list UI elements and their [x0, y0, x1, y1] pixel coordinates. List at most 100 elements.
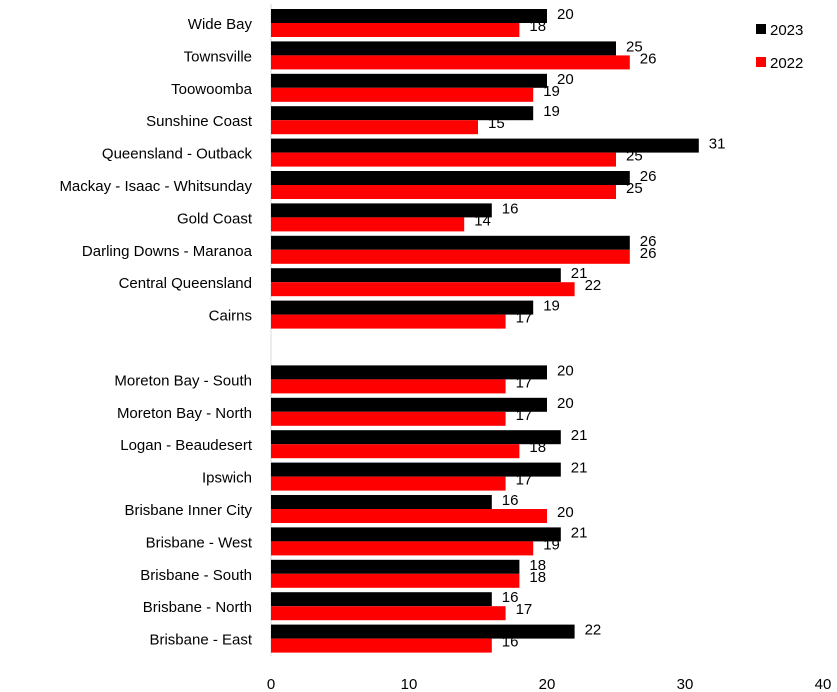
bar-2022 [271, 573, 520, 588]
x-tick-label: 30 [677, 676, 694, 692]
legend-label-2023: 2023 [770, 22, 803, 39]
bar-2023 [271, 527, 561, 542]
data-label-2023: 21 [571, 524, 588, 541]
data-label-2023: 25 [626, 38, 643, 55]
category-label: Brisbane - South [140, 567, 252, 584]
legend-label-2022: 2022 [770, 55, 803, 72]
bar-2022 [271, 120, 478, 135]
data-label-2023: 21 [571, 427, 588, 444]
category-label: Queensland - Outback [102, 146, 253, 163]
category-label: Brisbane - North [143, 599, 252, 616]
category-label: Mackay - Isaac - Whitsunday [59, 178, 252, 195]
legend-swatch-2023 [756, 24, 766, 34]
bar-2022 [271, 87, 534, 102]
bar-2022 [271, 152, 616, 167]
data-label-2023: 19 [543, 103, 560, 120]
data-label-2022: 15 [488, 115, 505, 132]
data-label-2022: 22 [585, 277, 602, 294]
category-label: Toowoomba [171, 81, 253, 98]
data-label-2022: 17 [516, 310, 533, 327]
bar-2022 [271, 476, 506, 491]
category-label: Brisbane - West [146, 534, 253, 551]
data-label-2023: 31 [709, 136, 726, 153]
data-label-2023: 20 [557, 71, 574, 88]
bar-2022 [271, 249, 630, 264]
category-label: Moreton Bay - North [117, 405, 252, 422]
bar-2023 [271, 559, 520, 574]
category-label: Logan - Beaudesert [120, 437, 253, 454]
data-label-2022: 18 [529, 569, 546, 586]
x-tick-label: 20 [539, 676, 556, 692]
bar-2022 [271, 55, 630, 70]
data-label-2022: 25 [626, 148, 643, 165]
category-label: Sunshine Coast [146, 113, 253, 130]
data-label-2023: 16 [502, 589, 519, 606]
data-label-2022: 25 [626, 180, 643, 197]
bar-2022 [271, 217, 465, 232]
data-label-2023: 21 [571, 265, 588, 282]
bar-2022 [271, 541, 534, 556]
bar-2023 [271, 430, 561, 445]
data-label-2023: 16 [502, 492, 519, 509]
data-label-2022: 17 [516, 407, 533, 424]
bar-2023 [271, 203, 492, 218]
category-label: Brisbane Inner City [124, 502, 252, 519]
bar-2022 [271, 185, 616, 199]
data-label-2022: 17 [516, 601, 533, 618]
x-tick-label: 40 [815, 676, 832, 692]
bar-2023 [271, 462, 561, 477]
category-label: Gold Coast [177, 210, 253, 227]
category-label: Central Queensland [119, 275, 252, 292]
data-label-2022: 19 [543, 536, 560, 553]
bar-2023 [271, 624, 575, 639]
bar-2023 [271, 495, 492, 509]
bar-2023 [271, 397, 547, 412]
data-label-2022: 20 [557, 504, 574, 521]
legend: 2023 2022 [756, 22, 803, 72]
data-label-2022: 18 [529, 18, 546, 35]
bar-2023 [271, 268, 561, 283]
bar-2022 [271, 638, 492, 653]
bar-2022 [271, 444, 520, 459]
bar-2023 [271, 106, 534, 121]
data-label-2022: 14 [474, 212, 491, 229]
labels-layer: Wide Bay2018Townsville2526Toowoomba2019S… [59, 6, 725, 651]
data-label-2023: 16 [502, 200, 519, 217]
data-label-2022: 17 [516, 472, 533, 489]
bar-2022 [271, 606, 506, 621]
data-label-2022: 26 [640, 245, 657, 262]
bars-layer [271, 9, 699, 653]
data-label-2022: 16 [502, 634, 519, 651]
bar-2022 [271, 23, 520, 37]
data-label-2022: 19 [543, 83, 560, 100]
category-label: Brisbane - East [149, 632, 252, 649]
category-label: Darling Downs - Maranoa [82, 243, 253, 260]
x-tick-label: 10 [401, 676, 418, 692]
data-label-2023: 26 [640, 168, 657, 185]
bar-2023 [271, 9, 547, 23]
category-label: Ipswich [202, 470, 252, 487]
data-label-2023: 18 [529, 557, 546, 574]
bar-2023 [271, 41, 616, 56]
data-label-2023: 20 [557, 362, 574, 379]
bar-2023 [271, 300, 534, 315]
bar-2022 [271, 411, 506, 426]
category-label: Wide Bay [188, 16, 253, 33]
data-label-2023: 20 [557, 6, 574, 23]
bar-2022 [271, 379, 506, 394]
bar-2023 [271, 365, 547, 380]
legend-swatch-2022 [756, 57, 766, 67]
data-label-2023: 26 [640, 233, 657, 250]
bar-2023 [271, 138, 699, 153]
bar-2022 [271, 314, 506, 329]
data-label-2023: 21 [571, 460, 588, 477]
x-tick-label: 0 [267, 676, 275, 692]
category-label: Moreton Bay - South [114, 372, 252, 389]
data-label-2022: 26 [640, 50, 657, 67]
bar-2023 [271, 235, 630, 250]
bar-2023 [271, 171, 630, 185]
bar-2023 [271, 592, 492, 607]
category-label: Cairns [209, 308, 252, 325]
data-label-2022: 17 [516, 374, 533, 391]
